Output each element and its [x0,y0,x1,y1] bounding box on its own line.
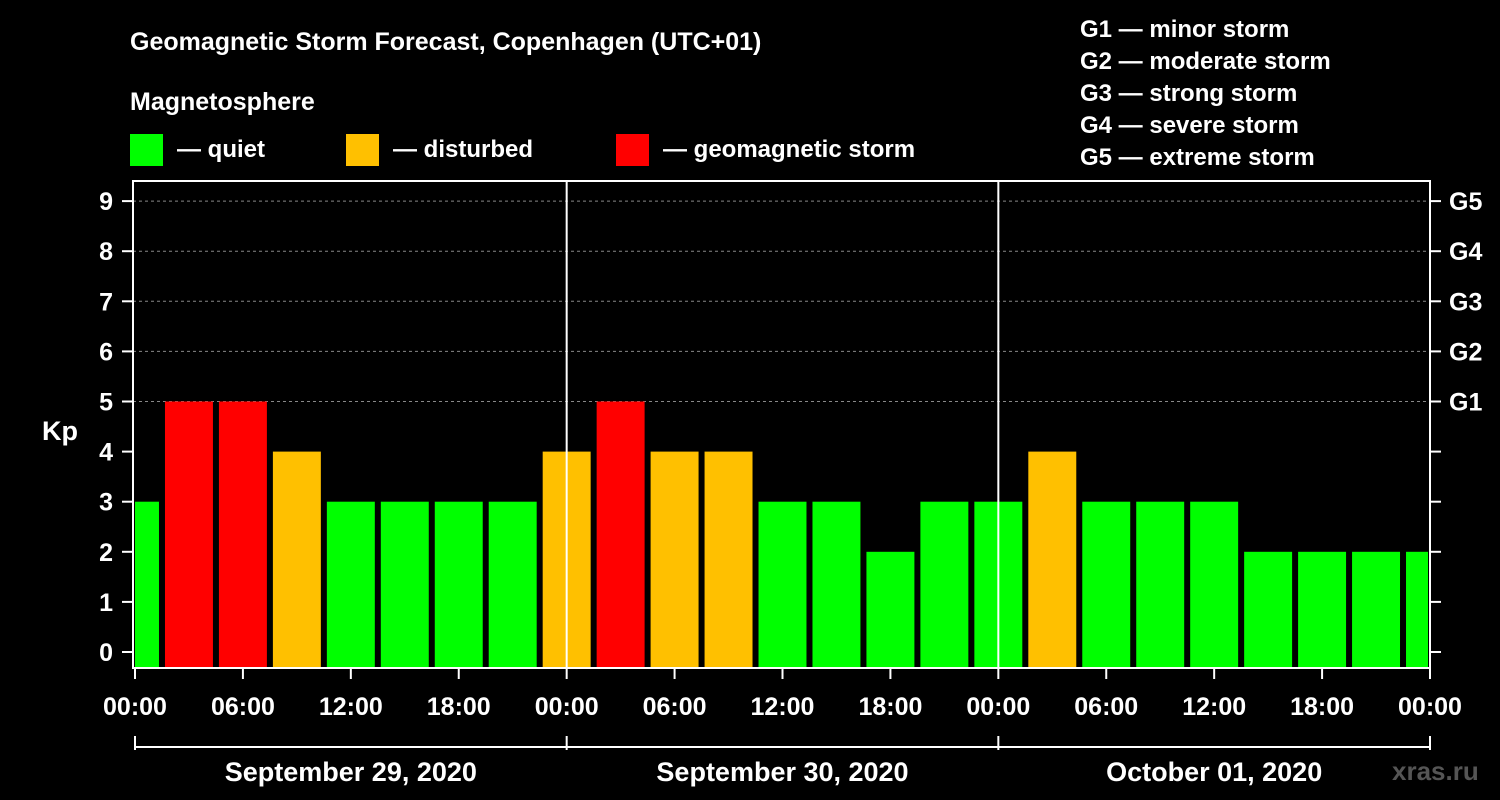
y-tick-label-7: 7 [99,288,113,316]
bar-13 [812,501,861,667]
day-labels: September 29, 2020 September 30, 2020 Octo… [225,757,1322,787]
bar-1 [164,401,213,667]
bar-18 [1082,501,1131,667]
bar-12 [758,501,807,667]
x-tick-label-6: 12:00 [751,693,815,721]
legend-heading: Magnetosphere [130,88,315,116]
bar-14 [866,551,915,667]
bars [135,401,1428,667]
legend-swatch-storm [616,134,649,166]
legend-label-disturbed: — disturbed [393,136,533,163]
storm-scale-g4: G4 — severe storm [1080,112,1299,139]
bar-24 [1406,551,1428,667]
bar-17 [1028,451,1077,667]
y-tick-label-2: 2 [99,539,113,567]
bar-19 [1136,501,1185,667]
x-axis: 00:00 06:00 12:00 18:00 00:00 06:00 12:00 18:00… [103,668,1462,721]
y-tick-label-5: 5 [99,389,113,417]
y-tick-label-8: 8 [99,238,113,266]
storm-level-label-G3: G3 [1449,288,1482,316]
y-tick-label-6: 6 [99,338,113,366]
bar-11 [704,451,753,667]
storm-level-label-G5: G5 [1449,188,1482,216]
bar-7 [488,501,537,667]
x-tick-label-8: 00:00 [966,693,1030,721]
x-tick-label-2: 12:00 [319,693,383,721]
storm-scale-g2: G2 — moderate storm [1080,48,1331,75]
legend-label-storm: — geomagnetic storm [663,136,915,163]
x-tick-label-12: 00:00 [1398,693,1462,721]
y-axis-title: Kp [42,416,78,446]
x-tick-label-11: 18:00 [1290,693,1354,721]
legend-label-quiet: — quiet [177,136,265,163]
storm-level-label-G4: G4 [1449,238,1482,266]
storm-scale-g5: G5 — extreme storm [1080,144,1315,171]
x-tick-label-3: 18:00 [427,693,491,721]
bar-23 [1352,551,1401,667]
bar-0 [135,501,159,667]
legend-swatch-quiet [130,134,163,166]
day-label-2: October 01, 2020 [1106,757,1322,787]
x-tick-label-0: 00:00 [103,693,167,721]
x-tick-label-1: 06:00 [211,693,275,721]
bar-22 [1298,551,1347,667]
storm-level-label-G2: G2 [1449,338,1482,366]
watermark: xras.ru [1392,756,1479,786]
x-tick-label-5: 06:00 [643,693,707,721]
legend: — quiet — disturbed — geomagnetic storm [130,134,915,166]
x-tick-label-10: 12:00 [1182,693,1246,721]
bar-3 [272,451,321,667]
gridlines [133,200,1430,402]
bar-15 [920,501,969,667]
storm-scale-g3: G3 — strong storm [1080,80,1297,107]
bar-10 [650,451,699,667]
storm-scale-g1: G1 — minor storm [1080,16,1289,43]
bar-20 [1190,501,1239,667]
day-dividers [565,181,1000,668]
legend-swatch-disturbed [346,134,379,166]
y-tick-label-1: 1 [99,589,113,617]
y-tick-label-0: 0 [99,639,113,667]
storm-level-label-G1: G1 [1449,389,1482,417]
bar-21 [1244,551,1293,667]
y-tick-label-4: 4 [99,439,113,467]
y-axis-left: 0 1 2 3 4 5 6 7 8 9 [99,188,133,667]
day-bracket [134,736,1431,750]
day-label-1: September 30, 2020 [656,757,908,787]
x-tick-label-9: 06:00 [1074,693,1138,721]
bar-6 [434,501,483,667]
storm-scale-legend: G1 — minor storm G2 — moderate storm G3 … [1080,16,1331,171]
bar-9 [596,401,645,667]
bar-4 [326,501,375,667]
bar-5 [380,501,429,667]
x-tick-label-4: 00:00 [535,693,599,721]
y-axis-right: G1 G2 G3 G4 G5 [1430,188,1482,653]
bar-2 [218,401,267,667]
chart-title: Geomagnetic Storm Forecast, Copenhagen (… [130,28,761,56]
y-tick-label-9: 9 [99,188,113,216]
x-tick-label-7: 18:00 [858,693,922,721]
day-label-0: September 29, 2020 [225,757,477,787]
y-tick-label-3: 3 [99,489,113,517]
